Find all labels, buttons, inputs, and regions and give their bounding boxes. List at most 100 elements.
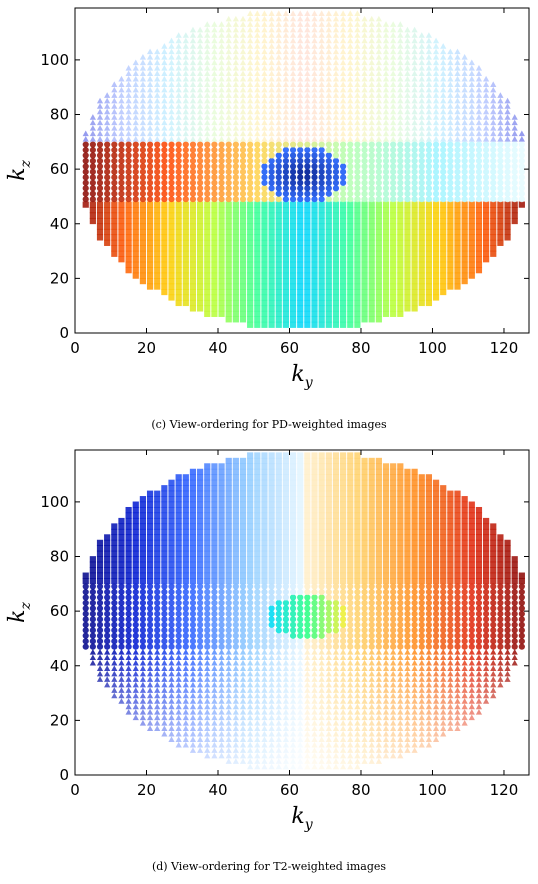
point-middle [432, 185, 440, 192]
point-lower [211, 288, 218, 296]
point [475, 567, 483, 574]
point-upper [247, 135, 254, 142]
point-lower [347, 223, 354, 230]
point [483, 665, 490, 671]
point [318, 572, 325, 579]
point [490, 621, 497, 628]
point-upper [268, 125, 275, 131]
point [497, 616, 504, 623]
point [132, 654, 139, 661]
point [89, 561, 96, 568]
point [168, 665, 175, 671]
point [197, 594, 204, 601]
point [368, 665, 375, 671]
point [390, 676, 397, 682]
point-center [282, 627, 290, 634]
point-middle [354, 157, 361, 165]
point [475, 692, 483, 699]
point [275, 687, 282, 693]
point-lower [118, 212, 125, 219]
point-upper [311, 108, 318, 115]
point-lower [404, 288, 411, 296]
point-upper [490, 130, 497, 137]
point [275, 736, 282, 742]
point-upper [261, 37, 268, 44]
point-upper [146, 119, 154, 126]
point-middle [483, 196, 490, 203]
point-lower [375, 294, 382, 301]
point-upper [189, 59, 197, 66]
point-lower [454, 272, 461, 279]
point-upper [182, 37, 189, 44]
point [104, 577, 111, 585]
point [354, 758, 361, 764]
point-upper [218, 125, 225, 131]
point [225, 621, 232, 628]
point [104, 572, 111, 579]
point-lower [440, 223, 447, 230]
point-upper [146, 114, 154, 120]
point-middle [275, 152, 282, 159]
point-center [311, 594, 318, 601]
point-lower [354, 239, 361, 246]
point-middle [182, 185, 189, 192]
point-middle [397, 185, 404, 192]
point-lower [261, 267, 268, 274]
point-lower [161, 261, 168, 268]
point-upper [297, 54, 304, 60]
point-lower [311, 294, 318, 301]
point-upper [418, 81, 425, 87]
point-middle [311, 190, 318, 197]
point [189, 556, 197, 563]
point-upper [247, 114, 254, 120]
point [275, 763, 282, 770]
point [440, 725, 447, 732]
point [361, 649, 368, 655]
point-lower [168, 217, 175, 225]
point [490, 681, 497, 688]
point-upper [382, 103, 390, 109]
point-upper [125, 135, 132, 142]
point [247, 627, 254, 634]
point-lower [318, 310, 325, 317]
point [382, 687, 390, 693]
point-upper [175, 130, 182, 137]
point-middle [182, 141, 189, 148]
point-middle [261, 185, 268, 192]
point [254, 567, 261, 574]
point-upper [497, 130, 504, 137]
point-lower [268, 256, 275, 263]
point [268, 747, 275, 753]
point-upper [261, 125, 268, 131]
point-upper [432, 114, 440, 120]
point [404, 703, 411, 710]
point [247, 572, 254, 579]
point [461, 605, 468, 612]
point-middle [146, 196, 154, 203]
point-lower [161, 256, 168, 263]
point-middle [440, 190, 447, 197]
point-lower [239, 234, 247, 241]
point-middle [404, 179, 411, 186]
point [440, 665, 447, 671]
point [289, 681, 297, 688]
point-upper [297, 10, 304, 16]
point [325, 758, 332, 764]
point [504, 616, 511, 623]
point [325, 730, 332, 737]
point-lower [440, 250, 447, 257]
point-lower [404, 234, 411, 241]
point [397, 736, 404, 742]
point [297, 583, 304, 590]
point-lower [490, 250, 497, 257]
point-upper [375, 15, 382, 22]
point-center [289, 610, 297, 617]
point-upper [490, 92, 497, 98]
point [118, 567, 125, 574]
point [247, 588, 254, 596]
point-upper [418, 92, 425, 98]
point-middle [368, 196, 375, 203]
point-lower [89, 207, 96, 214]
point [332, 588, 340, 596]
point-middle [111, 152, 118, 159]
